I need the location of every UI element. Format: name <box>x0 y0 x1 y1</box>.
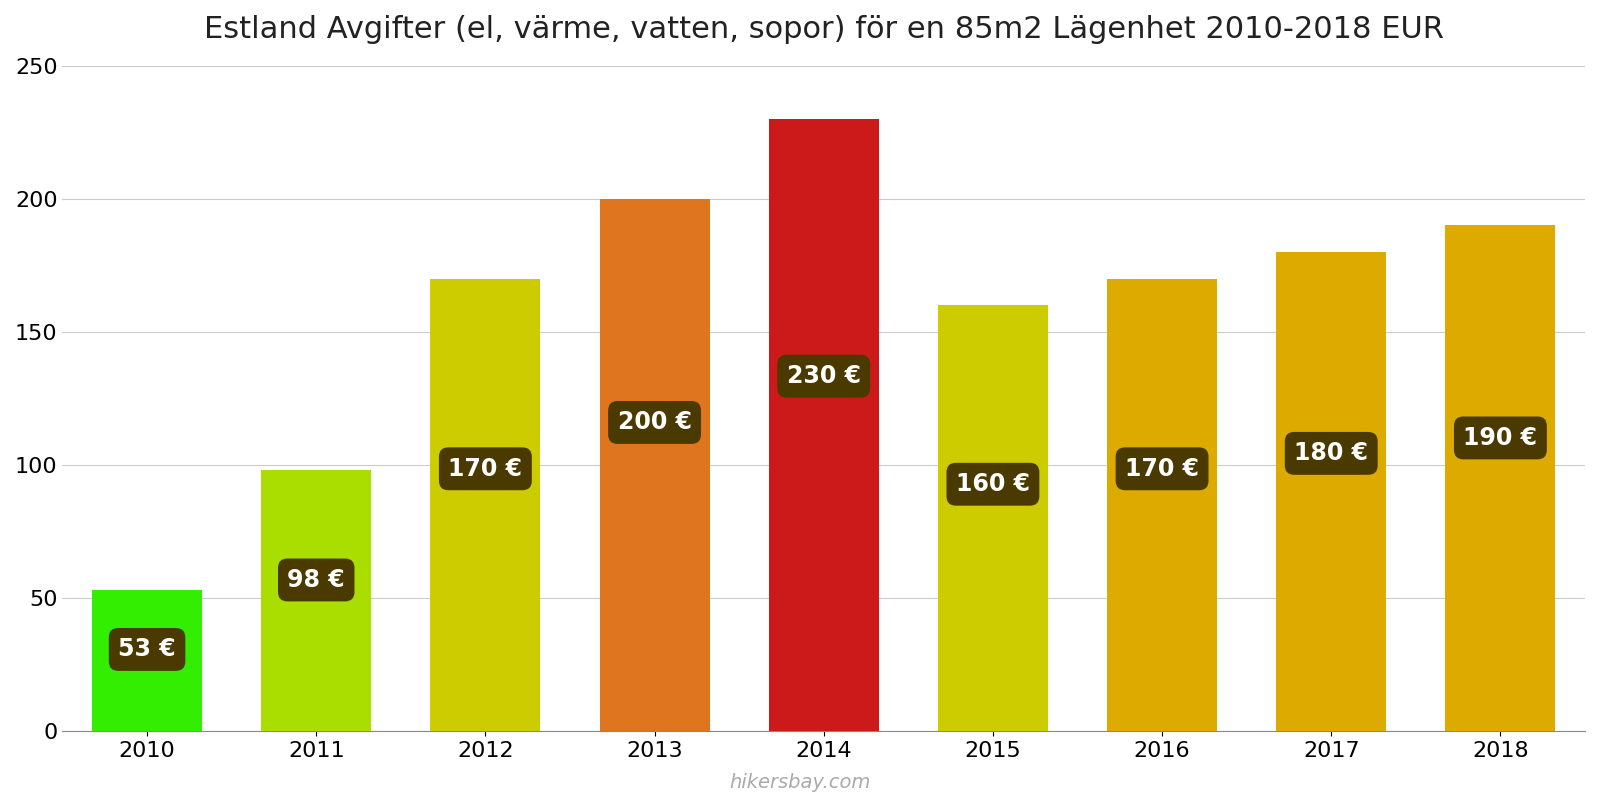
Bar <box>261 470 371 731</box>
Text: 53 €: 53 € <box>118 638 176 662</box>
Text: 160 €: 160 € <box>955 472 1030 496</box>
Text: hikersbay.com: hikersbay.com <box>730 773 870 792</box>
Bar <box>600 199 709 731</box>
Text: 180 €: 180 € <box>1294 442 1368 466</box>
Bar <box>1107 278 1218 731</box>
Text: 98 €: 98 € <box>288 568 346 592</box>
Bar <box>430 278 541 731</box>
Text: 170 €: 170 € <box>448 457 523 481</box>
Text: 170 €: 170 € <box>1125 457 1198 481</box>
Bar <box>93 590 202 731</box>
Title: Estland Avgifter (el, värme, vatten, sopor) för en 85m2 Lägenhet 2010-2018 EUR: Estland Avgifter (el, värme, vatten, sop… <box>203 15 1443 44</box>
Text: 200 €: 200 € <box>618 410 691 434</box>
Bar <box>938 306 1048 731</box>
Bar <box>1277 252 1386 731</box>
Bar <box>1445 226 1555 731</box>
Text: 230 €: 230 € <box>787 364 861 388</box>
Text: 190 €: 190 € <box>1464 426 1538 450</box>
Bar <box>768 119 878 731</box>
